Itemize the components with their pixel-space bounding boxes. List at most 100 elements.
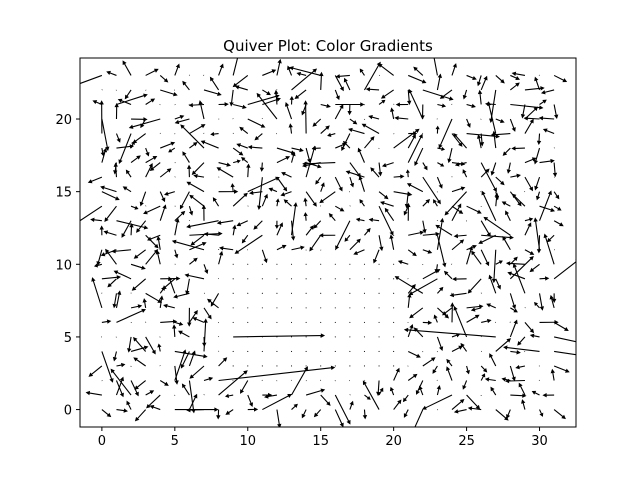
arrow (203, 89, 222, 97)
arrow (291, 151, 296, 163)
arrow (301, 104, 307, 116)
arrow (378, 191, 389, 200)
arrow (335, 220, 351, 250)
arrow (96, 249, 103, 266)
arrow (303, 197, 308, 207)
arrow (301, 409, 307, 419)
arrow (291, 68, 318, 91)
arrow (491, 130, 497, 149)
arrow (305, 365, 307, 367)
arrow (403, 205, 409, 216)
arrow (90, 217, 102, 223)
arrow (233, 159, 241, 164)
arrow (276, 263, 278, 265)
arrow (378, 278, 380, 280)
arrow (378, 99, 386, 105)
arrow (155, 249, 161, 265)
arrow (335, 205, 345, 212)
arrow (320, 249, 322, 251)
arrow (510, 82, 520, 91)
arrow (130, 292, 132, 294)
arrow (115, 89, 117, 91)
arrow (462, 89, 468, 100)
arrow (481, 318, 492, 324)
arrow (290, 379, 293, 381)
arrow (378, 292, 380, 294)
arrow (491, 249, 497, 284)
arrow (159, 132, 161, 134)
arrow (490, 162, 497, 176)
arrow (320, 365, 322, 367)
arrow (139, 191, 147, 207)
x-tick-label: 30 (531, 434, 548, 449)
arrow (294, 89, 307, 100)
arrow (384, 207, 395, 222)
arrow (232, 192, 248, 207)
arrow (422, 351, 424, 353)
arrow (290, 365, 293, 367)
arrow (254, 133, 263, 141)
arrow (436, 73, 442, 91)
arrow (320, 125, 330, 134)
arrow (145, 98, 156, 105)
arrow (480, 118, 482, 120)
arrow (462, 380, 468, 390)
arrow (393, 399, 402, 410)
arrow (188, 206, 194, 216)
arrow (364, 394, 371, 400)
arrow (219, 246, 234, 251)
arrow (524, 222, 532, 236)
arrow (481, 350, 482, 353)
arrow (446, 366, 453, 381)
arrow (533, 147, 541, 165)
arrow (115, 133, 121, 143)
arrow (174, 365, 179, 385)
arrow (305, 118, 307, 120)
arrow (509, 321, 511, 323)
arrow (259, 162, 265, 172)
arrow (393, 350, 395, 353)
arrow (290, 220, 296, 241)
arrow (305, 307, 307, 309)
arrow (142, 298, 147, 308)
arrow (363, 307, 366, 309)
arrow (378, 263, 380, 265)
arrow (145, 390, 155, 396)
arrow (239, 126, 249, 134)
arrow (393, 235, 395, 236)
arrow (452, 276, 467, 282)
arrow (181, 383, 190, 396)
arrow (408, 74, 427, 84)
arrow (506, 162, 511, 174)
arrow (104, 205, 117, 222)
arrow (489, 89, 497, 124)
arrow (542, 392, 555, 398)
arrow (480, 292, 482, 294)
arrow (546, 234, 555, 243)
arrow (276, 409, 282, 427)
arrow (447, 147, 453, 164)
arrow (186, 181, 205, 193)
arrow (113, 162, 118, 175)
arrow (349, 238, 361, 251)
arrow (470, 307, 482, 312)
arrow (283, 199, 292, 207)
arrow (305, 321, 307, 323)
arrow (236, 143, 248, 149)
arrow (358, 175, 365, 192)
arrow (480, 373, 486, 381)
arrow (257, 177, 263, 210)
arrow (378, 147, 380, 149)
arrow (131, 278, 147, 291)
arrow (262, 89, 271, 96)
arrow (328, 213, 336, 222)
arrow (101, 191, 120, 201)
arrow (174, 350, 208, 359)
arrow (247, 292, 249, 294)
x-tick-label: 10 (239, 434, 256, 449)
arrow (480, 336, 482, 338)
arrow (180, 351, 190, 369)
arrow (510, 103, 544, 110)
arrow (334, 350, 336, 353)
arrow (276, 350, 278, 353)
